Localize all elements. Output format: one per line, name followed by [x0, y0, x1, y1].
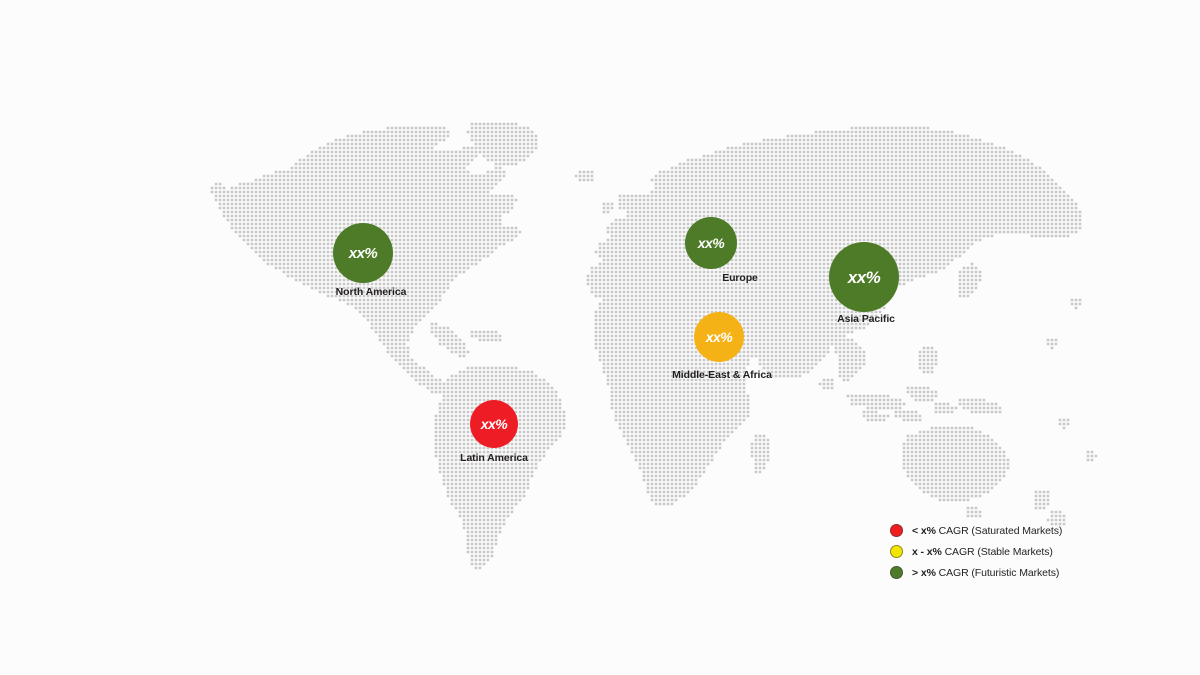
legend-dot-futuristic: [890, 566, 903, 579]
region-label-europe: Europe: [722, 272, 758, 284]
region-value-europe: xx%: [697, 235, 725, 251]
legend-description-futuristic: CAGR (Futuristic Markets): [935, 566, 1060, 579]
legend: < x% CAGR (Saturated Markets) x - x% CAGR…: [890, 520, 1090, 583]
legend-threshold-futuristic: > x%: [912, 566, 936, 579]
region-value-asia-pacific: xx%: [847, 267, 881, 287]
legend-description-saturated: CAGR (Saturated Markets): [935, 524, 1063, 537]
legend-label-futuristic: > x% CAGR (Futuristic Markets): [912, 567, 1059, 579]
region-label-middle-east-africa: Middle-East & Africa: [672, 369, 772, 381]
region-bubble-latin-america[interactable]: xx%: [470, 400, 518, 448]
legend-item-stable[interactable]: x - x% CAGR (Stable Markets): [890, 541, 1090, 562]
legend-description-stable: CAGR (Stable Markets): [941, 545, 1053, 558]
legend-item-futuristic[interactable]: > x% CAGR (Futuristic Markets): [890, 562, 1090, 583]
legend-item-saturated[interactable]: < x% CAGR (Saturated Markets): [890, 520, 1090, 541]
region-label-asia-pacific: Asia Pacific: [837, 313, 895, 325]
region-value-north-america: xx%: [348, 244, 378, 262]
region-value-middle-east-africa: xx%: [705, 329, 733, 345]
legend-threshold-saturated: < x%: [912, 524, 936, 537]
region-label-latin-america: Latin America: [460, 452, 528, 464]
region-label-north-america: North America: [335, 286, 407, 298]
legend-label-saturated: < x% CAGR (Saturated Markets): [912, 525, 1062, 537]
legend-label-stable: x - x% CAGR (Stable Markets): [912, 546, 1053, 558]
legend-threshold-stable: x - x%: [912, 545, 942, 558]
legend-dot-stable: [890, 545, 903, 558]
region-bubble-europe[interactable]: xx%: [685, 217, 737, 269]
region-bubble-middle-east-africa[interactable]: xx%: [694, 312, 744, 362]
region-bubble-asia-pacific[interactable]: xx%: [829, 242, 899, 312]
region-value-latin-america: xx%: [480, 416, 508, 432]
map-dots: [210, 122, 1098, 570]
region-bubble-north-america[interactable]: xx%: [333, 223, 393, 283]
legend-dot-saturated: [890, 524, 903, 537]
